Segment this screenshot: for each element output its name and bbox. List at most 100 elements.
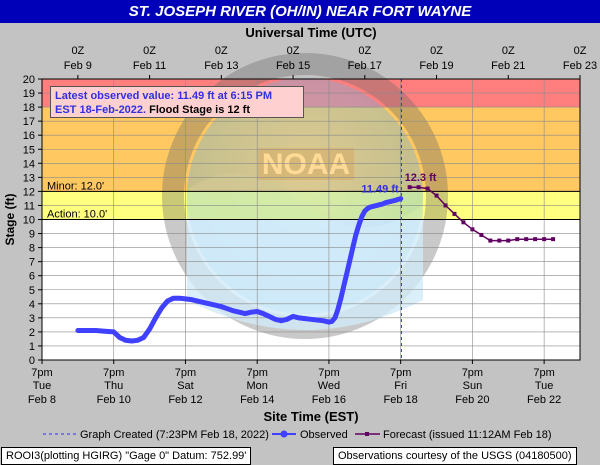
forecast-point	[551, 237, 556, 242]
bottom-tick-label-day: Sun	[463, 380, 483, 392]
observed-point	[231, 308, 236, 314]
observed-point	[177, 295, 182, 301]
y-tick-label: 16	[23, 130, 35, 142]
threshold-label: Minor: 12.0'	[47, 180, 104, 192]
observed-point	[237, 310, 242, 315]
latest-value-line2: EST 18-Feb-2022. Flood Stage is 12 ft	[55, 103, 299, 117]
y-tick-label: 17	[23, 116, 35, 128]
observed-point	[290, 314, 296, 319]
bottom-tick-label-day: Tue	[33, 380, 52, 392]
y-tick-label: 12	[23, 186, 35, 198]
observed-point	[302, 316, 308, 321]
observed-point	[207, 301, 212, 306]
forecast-point	[497, 238, 502, 243]
observed-point	[141, 335, 146, 340]
top-axis-label: Universal Time (UTC)	[245, 25, 376, 40]
forecast-point	[425, 186, 430, 191]
observed-point	[284, 317, 290, 322]
forecast-point	[515, 237, 520, 242]
observed-point	[153, 315, 158, 321]
observed-point	[201, 300, 206, 305]
observed-point	[84, 328, 90, 333]
observed-point	[272, 317, 278, 322]
forecast-point	[488, 238, 493, 243]
top-tick-label-time: 0Z	[430, 45, 443, 57]
x-axis-label: Site Time (EST)	[263, 409, 358, 424]
y-tick-label: 14	[23, 158, 35, 170]
forecast-crest-label: 12.3 ft	[405, 172, 437, 184]
bottom-tick-label-time: 7pm	[390, 367, 411, 379]
observed-point	[347, 258, 353, 263]
bottom-tick-label-date: Feb 10	[97, 394, 131, 406]
observed-point	[266, 314, 272, 319]
y-tick-label: 10	[23, 215, 35, 227]
observed-point	[213, 303, 218, 308]
observed-point	[111, 329, 116, 335]
observed-point	[320, 318, 326, 323]
bottom-tick-label-day: Sat	[177, 380, 194, 392]
top-tick-label-date: Feb 19	[419, 60, 453, 72]
forecast-point	[434, 193, 439, 198]
latest-value-box: Latest observed value: 11.49 ft at 6:15 …	[50, 86, 304, 118]
observed-point	[332, 315, 338, 321]
datum-note: ROOI3(plotting HGIRG) "Gage 0" Datum: 75…	[1, 447, 252, 465]
bottom-tick-label-date: Feb 20	[455, 394, 489, 406]
legend-graph-created-label: Graph Created (7:23PM Feb 18, 2022)	[80, 429, 269, 441]
observed-point	[183, 296, 188, 302]
top-tick-label-date: Feb 13	[204, 60, 238, 72]
observed-point	[225, 306, 230, 311]
y-tick-label: 4	[29, 299, 35, 311]
bottom-tick-label-date: Feb 14	[240, 394, 274, 406]
observed-point	[255, 309, 260, 314]
y-tick-label: 20	[23, 74, 35, 86]
observed-point	[135, 338, 140, 343]
observed-point	[356, 222, 362, 228]
bottom-tick-label-time: 7pm	[246, 367, 267, 379]
observed-point	[362, 208, 367, 214]
top-tick-label-date: Feb 9	[64, 60, 92, 72]
legend-observed-label: Observed	[300, 429, 348, 441]
y-tick-label: 18	[23, 102, 35, 114]
observed-point	[147, 326, 152, 332]
bottom-tick-label-date: Feb 8	[28, 394, 56, 406]
legend-forecast-marker	[365, 432, 369, 436]
y-tick-label: 15	[23, 144, 35, 156]
forecast-point	[461, 220, 466, 225]
observed-point	[278, 318, 284, 323]
bottom-tick-label-time: 7pm	[462, 367, 483, 379]
observed-point	[75, 328, 81, 333]
observed-point	[296, 315, 302, 321]
forecast-point	[470, 227, 475, 232]
noaa-logo-icon: NOAA	[162, 53, 448, 339]
bottom-tick-label-date: Feb 12	[168, 394, 202, 406]
hydrograph-chart: NOAA Minor: 12.0'Action: 10.0' 012345678…	[3, 25, 597, 441]
bottom-tick-label-time: 7pm	[318, 367, 339, 379]
observed-point	[308, 317, 314, 322]
latest-value-date: EST 18-Feb-2022.	[55, 104, 147, 116]
y-tick-label: 6	[29, 271, 35, 283]
y-tick-label: 1	[29, 341, 35, 353]
forecast-point	[542, 237, 547, 242]
y-tick-label: 9	[29, 229, 35, 241]
y-tick-label: 8	[29, 243, 35, 255]
forecast-point	[533, 237, 538, 242]
observed-point	[353, 232, 359, 238]
observed-point	[171, 295, 176, 301]
observed-point	[195, 298, 200, 304]
top-tick-label-time: 0Z	[71, 45, 84, 57]
page-title: ST. JOSEPH RIVER (OH/IN) NEAR FORT WAYNE	[0, 0, 600, 23]
top-tick-label-date: Feb 21	[491, 60, 525, 72]
y-tick-label: 11	[24, 200, 35, 212]
usgs-credit: Observations courtesy of the USGS (04180…	[333, 447, 577, 465]
bottom-tick-label-date: Feb 18	[384, 394, 418, 406]
observed-point	[329, 319, 335, 324]
forecast-point	[443, 203, 448, 208]
threshold-label: Action: 10.0'	[47, 209, 107, 221]
observed-point	[338, 295, 344, 301]
top-tick-label-time: 0Z	[502, 45, 515, 57]
bottom-tick-label-date: Feb 16	[312, 394, 346, 406]
observed-point	[93, 328, 99, 333]
y-tick-label: 3	[29, 313, 35, 325]
observed-point	[314, 317, 320, 323]
legend-observed-marker	[280, 430, 288, 438]
